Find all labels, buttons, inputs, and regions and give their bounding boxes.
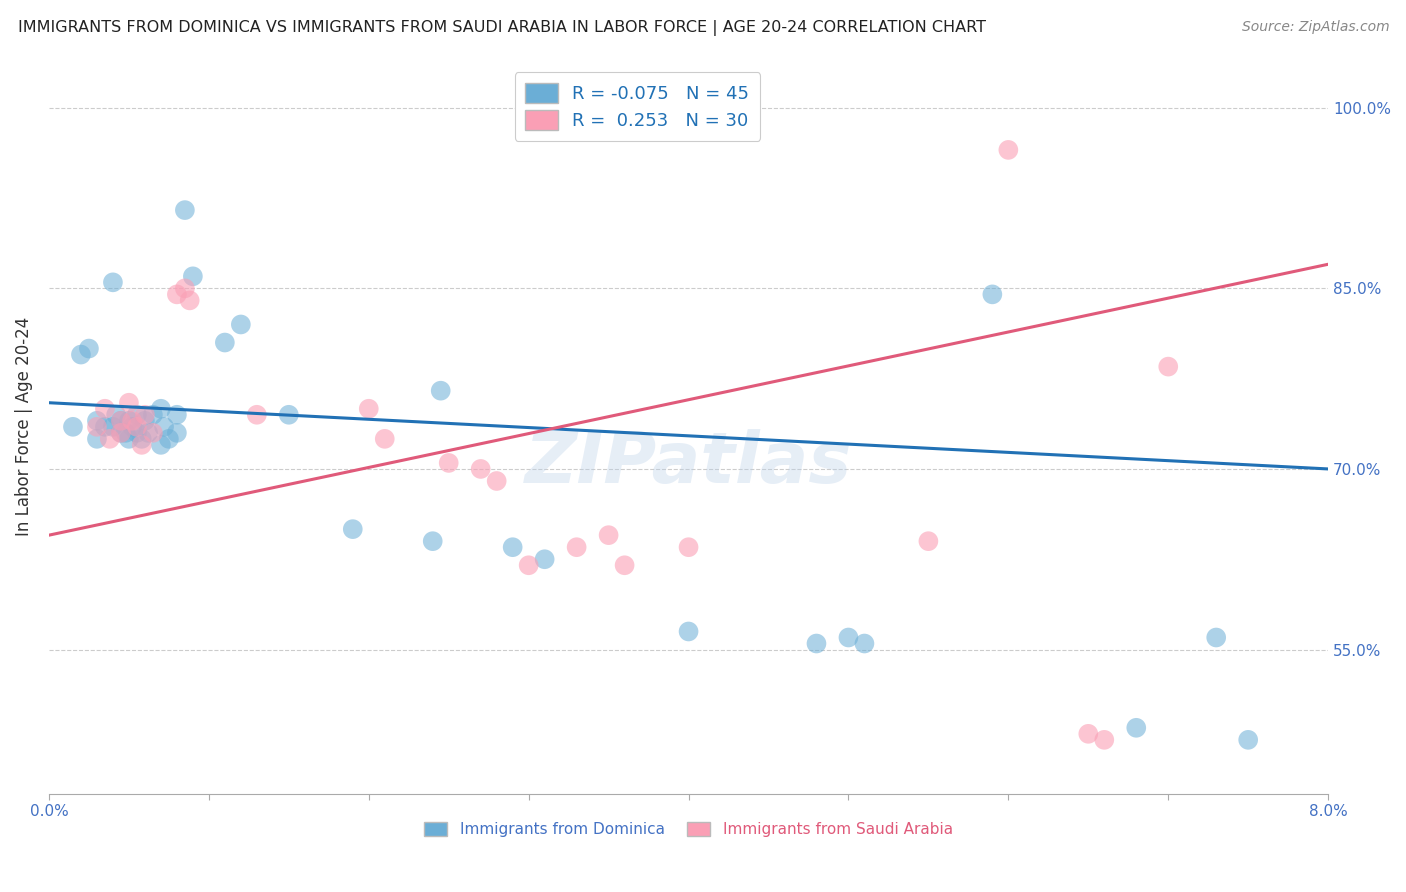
- Point: [517, 558, 540, 573]
- Point: [1205, 631, 1227, 645]
- Point: [678, 540, 700, 554]
- Point: [598, 528, 620, 542]
- Point: [422, 534, 444, 549]
- Point: [131, 432, 153, 446]
- Point: [136, 425, 159, 440]
- Point: [853, 636, 876, 650]
- Text: IMMIGRANTS FROM DOMINICA VS IMMIGRANTS FROM SAUDI ARABIA IN LABOR FORCE | AGE 20: IMMIGRANTS FROM DOMINICA VS IMMIGRANTS F…: [18, 20, 986, 36]
- Point: [277, 408, 299, 422]
- Point: [86, 419, 108, 434]
- Point: [134, 414, 156, 428]
- Point: [246, 408, 269, 422]
- Point: [86, 432, 108, 446]
- Y-axis label: In Labor Force | Age 20-24: In Labor Force | Age 20-24: [15, 318, 32, 536]
- Point: [502, 540, 524, 554]
- Point: [166, 408, 188, 422]
- Point: [86, 414, 108, 428]
- Point: [173, 203, 195, 218]
- Point: [125, 425, 148, 440]
- Point: [142, 425, 165, 440]
- Point: [1092, 732, 1115, 747]
- Point: [981, 287, 1004, 301]
- Point: [77, 342, 100, 356]
- Point: [1077, 727, 1099, 741]
- Legend: Immigrants from Dominica, Immigrants from Saudi Arabia: Immigrants from Dominica, Immigrants fro…: [416, 814, 960, 845]
- Point: [142, 408, 165, 422]
- Point: [470, 462, 492, 476]
- Point: [166, 287, 188, 301]
- Point: [110, 414, 132, 428]
- Point: [110, 425, 132, 440]
- Point: [110, 425, 132, 440]
- Point: [149, 438, 172, 452]
- Point: [149, 401, 172, 416]
- Point: [437, 456, 460, 470]
- Point: [125, 408, 148, 422]
- Point: [134, 408, 156, 422]
- Point: [125, 419, 148, 434]
- Point: [62, 419, 84, 434]
- Point: [94, 419, 117, 434]
- Point: [101, 276, 124, 290]
- Point: [101, 419, 124, 434]
- Point: [917, 534, 939, 549]
- Point: [533, 552, 555, 566]
- Point: [105, 408, 128, 422]
- Point: [429, 384, 451, 398]
- Point: [70, 347, 93, 361]
- Point: [153, 419, 176, 434]
- Point: [179, 293, 201, 308]
- Point: [806, 636, 828, 650]
- Point: [214, 335, 236, 350]
- Point: [166, 425, 188, 440]
- Point: [121, 419, 143, 434]
- Point: [357, 401, 380, 416]
- Point: [678, 624, 700, 639]
- Point: [565, 540, 588, 554]
- Point: [131, 438, 153, 452]
- Point: [613, 558, 636, 573]
- Point: [118, 432, 141, 446]
- Point: [181, 269, 204, 284]
- Point: [485, 474, 508, 488]
- Point: [374, 432, 396, 446]
- Text: ZIPatlas: ZIPatlas: [524, 429, 852, 498]
- Point: [98, 432, 121, 446]
- Point: [110, 414, 132, 428]
- Point: [1237, 732, 1260, 747]
- Point: [173, 281, 195, 295]
- Point: [229, 318, 252, 332]
- Point: [121, 414, 143, 428]
- Point: [1125, 721, 1147, 735]
- Point: [1157, 359, 1180, 374]
- Point: [342, 522, 364, 536]
- Point: [114, 425, 136, 440]
- Point: [837, 631, 859, 645]
- Point: [118, 395, 141, 409]
- Point: [94, 401, 117, 416]
- Point: [118, 414, 141, 428]
- Point: [157, 432, 180, 446]
- Text: Source: ZipAtlas.com: Source: ZipAtlas.com: [1241, 20, 1389, 34]
- Point: [997, 143, 1019, 157]
